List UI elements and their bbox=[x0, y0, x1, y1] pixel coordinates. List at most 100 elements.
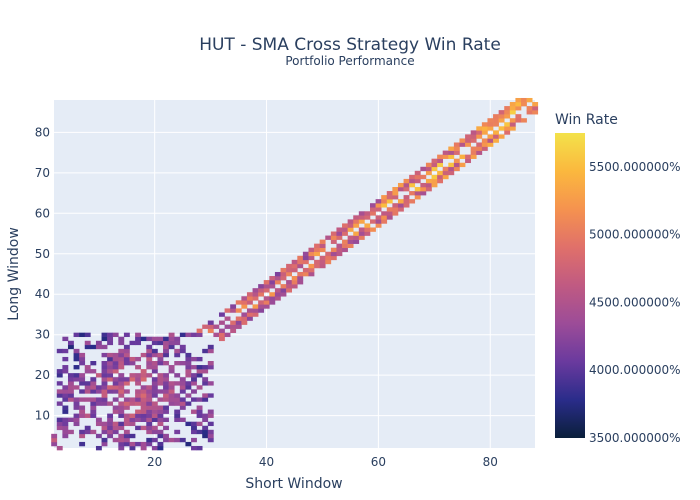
heatmap-cell bbox=[297, 263, 304, 269]
heatmap-cell bbox=[196, 413, 203, 418]
heatmap-cell bbox=[140, 336, 147, 342]
heatmap-cell bbox=[146, 385, 153, 390]
heatmap-cell bbox=[135, 425, 141, 431]
heatmap-cell bbox=[207, 437, 214, 443]
heatmap-cell bbox=[504, 130, 511, 135]
heatmap-cell bbox=[274, 276, 281, 281]
heatmap-cell bbox=[392, 207, 399, 212]
heatmap-cell bbox=[146, 393, 153, 398]
heatmap-cell bbox=[515, 97, 522, 103]
heatmap-cell bbox=[163, 405, 169, 410]
heatmap-cell bbox=[330, 255, 337, 261]
heatmap-cell bbox=[470, 130, 477, 135]
heatmap-cell bbox=[437, 154, 444, 159]
heatmap-cell bbox=[79, 377, 86, 382]
heatmap-cell bbox=[280, 288, 287, 293]
heatmap-cell bbox=[135, 413, 141, 418]
heatmap-cell bbox=[336, 243, 343, 248]
heatmap-cell bbox=[151, 425, 158, 431]
heatmap-cell bbox=[118, 352, 125, 358]
heatmap-cell bbox=[123, 352, 130, 358]
heatmap-cell bbox=[353, 231, 360, 236]
heatmap-cell bbox=[375, 199, 382, 204]
heatmap-cell bbox=[414, 174, 421, 180]
heatmap-cell bbox=[56, 425, 63, 431]
heatmap-cell bbox=[403, 199, 410, 204]
heatmap-cell bbox=[481, 138, 488, 143]
heatmap-cell bbox=[84, 365, 91, 370]
heatmap-cell bbox=[174, 381, 181, 386]
heatmap-cell bbox=[107, 433, 114, 439]
heatmap-cell bbox=[67, 381, 74, 386]
heatmap-cell bbox=[157, 361, 164, 366]
heatmap-cell bbox=[397, 207, 404, 212]
heatmap-cell bbox=[392, 211, 399, 216]
heatmap-cell bbox=[459, 162, 466, 168]
heatmap-cell bbox=[386, 199, 393, 204]
heatmap-cell bbox=[140, 369, 147, 374]
heatmap-cell bbox=[118, 445, 125, 451]
heatmap-cell bbox=[146, 425, 153, 431]
heatmap-cell bbox=[62, 397, 69, 402]
heatmap-cell bbox=[179, 389, 186, 394]
heatmap-cell bbox=[263, 296, 270, 301]
heatmap-cell bbox=[302, 255, 309, 261]
heatmap-cell bbox=[191, 437, 197, 443]
heatmap-cell bbox=[420, 182, 427, 188]
colorbar-title: Win Rate bbox=[555, 112, 618, 128]
heatmap-cell bbox=[330, 239, 337, 244]
heatmap-cell bbox=[347, 227, 354, 232]
heatmap-cell bbox=[95, 340, 102, 346]
heatmap-cell bbox=[235, 300, 242, 305]
heatmap-cell bbox=[112, 352, 119, 358]
heatmap-cell bbox=[218, 328, 225, 333]
heatmap-cell bbox=[90, 381, 97, 386]
heatmap-cell bbox=[258, 288, 265, 293]
heatmap-cell bbox=[62, 409, 69, 414]
heatmap-cell bbox=[95, 344, 102, 350]
heatmap-cell bbox=[509, 106, 516, 111]
heatmap-cell bbox=[123, 356, 130, 362]
heatmap-cell bbox=[476, 134, 483, 139]
heatmap-cell bbox=[135, 417, 141, 422]
heatmap-cell bbox=[84, 332, 91, 338]
heatmap-cell bbox=[146, 397, 153, 402]
heatmap-cell bbox=[191, 381, 197, 386]
heatmap-cell bbox=[370, 219, 376, 224]
heatmap-cell bbox=[107, 429, 114, 435]
heatmap-cell bbox=[157, 373, 164, 378]
heatmap-cell bbox=[325, 235, 332, 240]
heatmap-cell bbox=[191, 429, 197, 435]
heatmap-cell bbox=[146, 441, 153, 447]
heatmap-cell bbox=[207, 429, 214, 435]
heatmap-cell bbox=[196, 385, 203, 390]
heatmap-cell bbox=[431, 182, 438, 188]
heatmap-cell bbox=[79, 409, 86, 414]
heatmap-cell bbox=[487, 118, 494, 123]
heatmap-cell bbox=[157, 352, 164, 358]
heatmap-cell bbox=[246, 316, 253, 321]
heatmap-cell bbox=[381, 219, 388, 224]
heatmap-cell bbox=[107, 365, 114, 370]
y-tick-label: 20 bbox=[35, 368, 50, 382]
x-tick-label: 80 bbox=[483, 455, 498, 469]
heatmap-cell bbox=[101, 389, 108, 394]
colorbar-tick-label: 5500.000000% bbox=[589, 160, 681, 174]
heatmap-cell bbox=[157, 445, 164, 451]
heatmap-cell bbox=[118, 413, 125, 418]
heatmap-cell bbox=[101, 377, 108, 382]
heatmap-cell bbox=[140, 405, 147, 410]
heatmap-cell bbox=[286, 263, 293, 269]
heatmap-cell bbox=[207, 393, 214, 398]
heatmap-cell bbox=[330, 235, 337, 240]
heatmap-cell bbox=[274, 280, 281, 285]
heatmap-cell bbox=[297, 255, 304, 261]
heatmap-cell bbox=[151, 377, 158, 382]
heatmap-cell bbox=[163, 340, 169, 346]
heatmap-cell bbox=[135, 441, 141, 447]
heatmap-cell bbox=[202, 348, 209, 354]
heatmap-cell bbox=[202, 417, 209, 422]
heatmap-cell bbox=[163, 336, 169, 342]
chart-subtitle: Portfolio Performance bbox=[285, 54, 414, 68]
